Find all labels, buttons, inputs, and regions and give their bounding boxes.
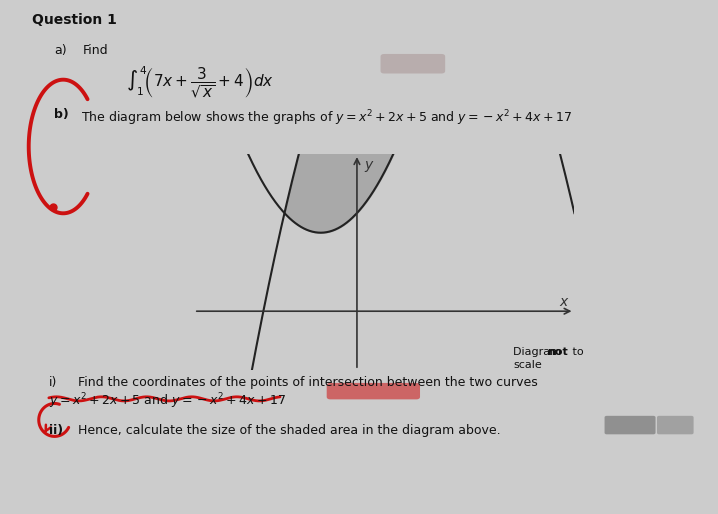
- Text: scale: scale: [513, 360, 542, 370]
- Text: The diagram below shows the graphs of $y = x^2 + 2x + 5$ and $y = -x^2 + 4x + 17: The diagram below shows the graphs of $y…: [81, 108, 572, 127]
- Text: to: to: [569, 347, 584, 357]
- Text: Question 1: Question 1: [32, 13, 117, 27]
- Text: not: not: [547, 347, 568, 357]
- FancyBboxPatch shape: [381, 54, 445, 74]
- FancyBboxPatch shape: [605, 416, 656, 434]
- Text: b): b): [54, 108, 69, 121]
- Text: y: y: [364, 158, 373, 172]
- FancyBboxPatch shape: [657, 416, 694, 434]
- FancyBboxPatch shape: [327, 383, 420, 399]
- Text: x: x: [559, 296, 567, 309]
- Text: Find: Find: [83, 44, 108, 57]
- Text: $y = x^2 + 2x + 5$ and $y = -x^2 + 4x + 17$: $y = x^2 + 2x + 5$ and $y = -x^2 + 4x + …: [49, 392, 286, 411]
- Text: i): i): [49, 376, 57, 389]
- Text: Find the coordinates of the points of intersection between the two curves: Find the coordinates of the points of in…: [78, 376, 537, 389]
- Text: ii): ii): [49, 424, 63, 437]
- Text: $\int_{1}^{4}\!\left(7x + \dfrac{3}{\sqrt{x}} + 4\right)dx$: $\int_{1}^{4}\!\left(7x + \dfrac{3}{\sqr…: [126, 64, 274, 100]
- Text: Hence, calculate the size of the shaded area in the diagram above.: Hence, calculate the size of the shaded …: [78, 424, 500, 437]
- Text: a): a): [54, 44, 67, 57]
- Text: Diagram: Diagram: [513, 347, 565, 357]
